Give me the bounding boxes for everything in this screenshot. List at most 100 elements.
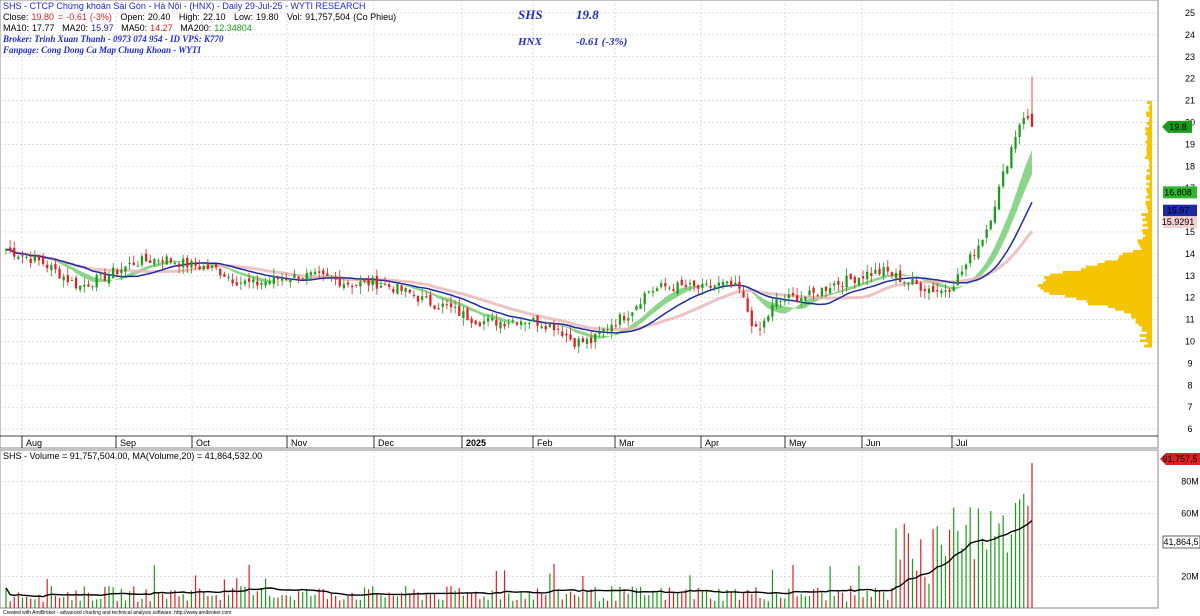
candle-body bbox=[140, 256, 144, 265]
candle-body bbox=[816, 295, 819, 297]
volume-profile-bin bbox=[1146, 129, 1152, 133]
volume-profile-bin bbox=[1097, 263, 1152, 266]
candle-body bbox=[528, 323, 531, 325]
candle-body bbox=[911, 278, 914, 285]
volume-profile-bin bbox=[1123, 310, 1152, 314]
candle-body bbox=[763, 320, 766, 328]
candle-body bbox=[50, 265, 53, 271]
candle-body bbox=[161, 260, 164, 263]
candle-body bbox=[721, 281, 725, 286]
candle-body bbox=[157, 260, 160, 262]
volume-ma-tag: 41,864,5 bbox=[1162, 535, 1200, 549]
candle-body bbox=[771, 304, 774, 317]
time-axis: Aug Sep Oct Nov Dec 2025 Feb Mar Apr May Jun Jul bbox=[0, 435, 1158, 448]
volume-profile-bin bbox=[1146, 331, 1152, 335]
candle-body bbox=[585, 338, 589, 344]
candle-body bbox=[725, 281, 729, 284]
candle-body bbox=[149, 260, 152, 263]
volume-profile-bin bbox=[1147, 135, 1152, 139]
last-price-tag-shape bbox=[1162, 120, 1192, 133]
volume-profile-bin bbox=[1145, 140, 1152, 144]
candle-body bbox=[808, 290, 811, 296]
candle-body bbox=[29, 258, 32, 263]
candle-body bbox=[239, 282, 242, 284]
candle-body bbox=[981, 239, 984, 246]
candle-body bbox=[445, 304, 449, 306]
candle-body bbox=[936, 290, 939, 292]
price-tick-label: 15 bbox=[1185, 227, 1195, 237]
month-label: Apr bbox=[705, 438, 719, 448]
candle-body bbox=[350, 285, 354, 288]
volume-profile-bin bbox=[1149, 116, 1152, 120]
volume-profile-bin bbox=[1107, 305, 1152, 309]
volume-profile-bin bbox=[1138, 323, 1152, 327]
candle-body bbox=[536, 315, 539, 326]
volume-profile-bin bbox=[1149, 198, 1152, 202]
candle-body bbox=[454, 306, 457, 308]
candle-body bbox=[742, 291, 745, 298]
candle-body bbox=[313, 271, 317, 275]
candle-body bbox=[783, 300, 786, 302]
price-panel bbox=[0, 0, 1159, 449]
candle-body bbox=[289, 280, 292, 283]
volume-panel bbox=[0, 449, 1159, 609]
volume-profile-bin bbox=[1088, 302, 1152, 306]
volume-profile-bin bbox=[1085, 265, 1152, 269]
candle-body bbox=[1026, 116, 1030, 119]
volume-profile-bin bbox=[1050, 273, 1152, 277]
candle-body bbox=[215, 264, 218, 268]
candle-body bbox=[684, 285, 688, 287]
volume-header: SHS - Volume = 91,757,504.00, MA(Volume,… bbox=[3, 451, 262, 461]
volume-profile-bin bbox=[1148, 210, 1152, 214]
candle-body bbox=[107, 275, 111, 284]
candle-body bbox=[1022, 117, 1025, 125]
volume-profile-bin bbox=[1104, 260, 1152, 264]
candle-body bbox=[956, 274, 959, 286]
volume-profile-bin bbox=[1146, 153, 1152, 157]
volume-profile-bin bbox=[1037, 284, 1152, 287]
candle-body bbox=[375, 276, 378, 289]
ma50-tag-shape bbox=[1163, 216, 1197, 229]
month-label: Oct bbox=[196, 438, 211, 448]
candle-body bbox=[194, 262, 197, 267]
candle-body bbox=[66, 275, 69, 283]
candle-body bbox=[264, 281, 267, 286]
volume-profile-bin bbox=[1135, 320, 1152, 324]
candle-body bbox=[280, 278, 284, 281]
candle-body bbox=[861, 276, 865, 279]
candle-body bbox=[363, 280, 366, 282]
overlay-ticker: SHS bbox=[518, 7, 543, 22]
candle-body bbox=[651, 291, 655, 293]
volume-profile-bin bbox=[1132, 249, 1152, 253]
volume-profile-bin bbox=[1117, 257, 1152, 261]
candle-body bbox=[927, 288, 931, 294]
candle-body bbox=[655, 288, 659, 292]
candle-body bbox=[672, 288, 675, 291]
volume-profile-bin bbox=[1146, 122, 1152, 125]
candle-body bbox=[210, 265, 214, 268]
month-label: Feb bbox=[537, 438, 553, 448]
candle-body bbox=[87, 284, 90, 287]
price-tick-label: 24 bbox=[1185, 30, 1195, 40]
candle-body bbox=[346, 282, 350, 285]
candle-body bbox=[903, 282, 906, 284]
volume-profile-bin bbox=[1142, 228, 1152, 232]
candle-body bbox=[890, 272, 894, 276]
volume-profile-bin bbox=[1148, 119, 1152, 123]
volume-profile-bin bbox=[1122, 252, 1152, 256]
candle-body bbox=[285, 279, 288, 281]
volume-profile-bin bbox=[1119, 255, 1152, 259]
candle-body bbox=[305, 272, 308, 281]
volume-profile-bin bbox=[1145, 156, 1152, 160]
volume-profile-bin bbox=[1149, 171, 1152, 175]
candle-body bbox=[688, 282, 692, 285]
candle-body bbox=[21, 255, 24, 257]
candle-body bbox=[425, 296, 428, 298]
candle-body bbox=[120, 269, 123, 274]
candle-body bbox=[297, 276, 300, 281]
candle-body bbox=[478, 322, 481, 327]
candle-body bbox=[660, 283, 663, 287]
candle-body bbox=[812, 287, 815, 293]
volume-profile-bin bbox=[1146, 100, 1152, 104]
volume-profile-bin bbox=[1142, 223, 1152, 227]
